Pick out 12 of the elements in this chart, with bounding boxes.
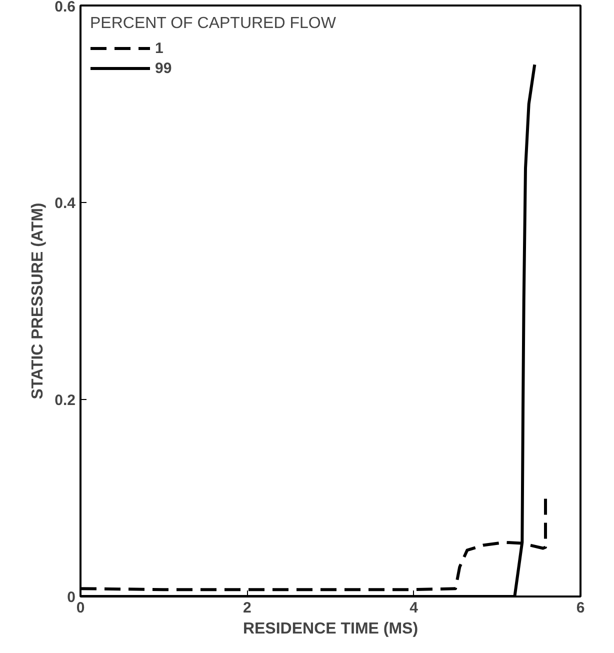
legend-title: PERCENT OF CAPTURED FLOW bbox=[90, 15, 336, 33]
legend-label: 99 bbox=[155, 60, 173, 76]
y-tick-label: 0.4 bbox=[54, 195, 76, 212]
y-axis-title: STATIC PRESSURE (ATM) bbox=[30, 202, 47, 400]
x-tick-label: 4 bbox=[410, 600, 419, 616]
x-axis-title: RESIDENCE TIME (MS) bbox=[242, 620, 418, 638]
y-tick-label: 0 bbox=[67, 589, 76, 606]
y-tick-label: 0.6 bbox=[54, 0, 76, 16]
y-tick-label: 0.2 bbox=[54, 392, 76, 409]
x-tick-label: 2 bbox=[242, 600, 252, 616]
x-tick-label: 6 bbox=[576, 600, 585, 616]
legend-label: 1 bbox=[155, 40, 164, 56]
